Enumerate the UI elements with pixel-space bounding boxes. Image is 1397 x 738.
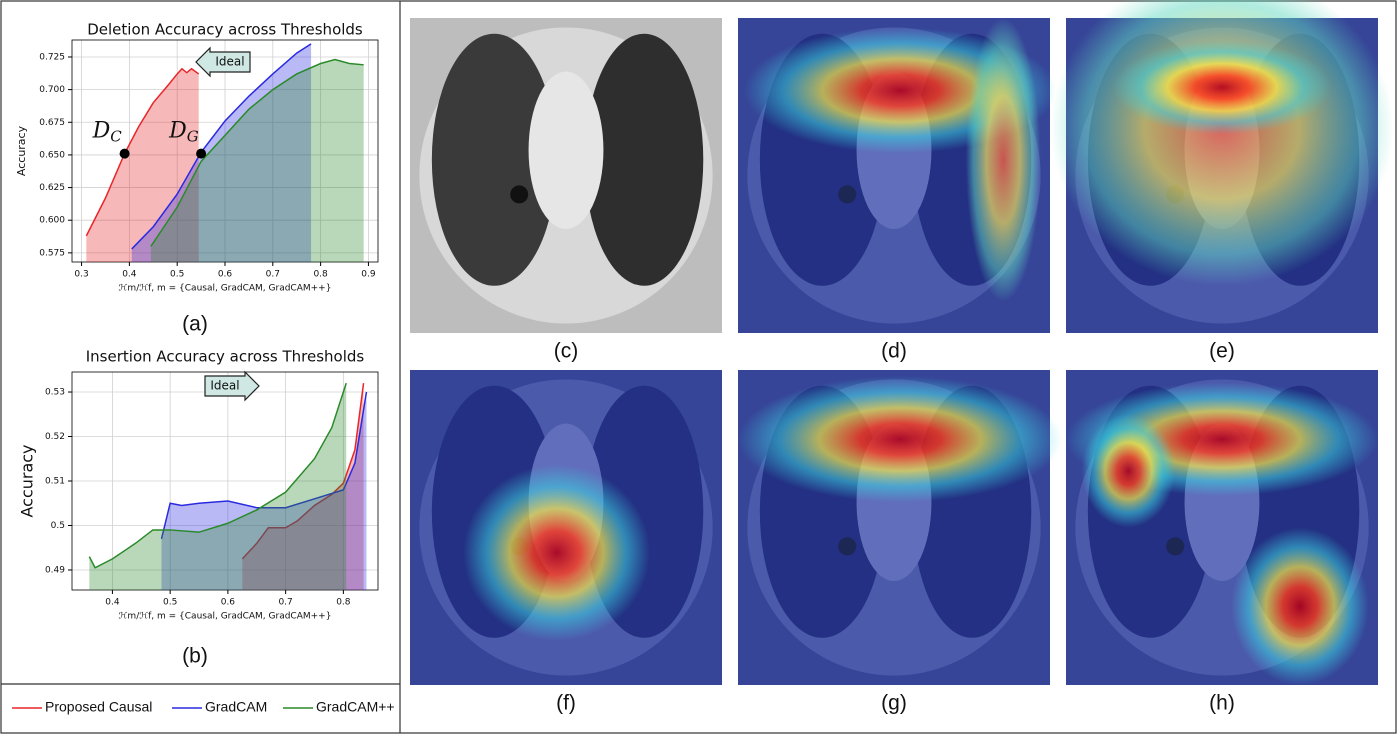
x-tick-label: 0.6	[218, 270, 233, 280]
heatmap	[1112, 40, 1332, 135]
annotation-sub: G	[187, 128, 199, 146]
ct-image	[410, 18, 722, 333]
ct-image	[1050, 0, 1394, 333]
chart-title: Insertion Accuracy across Thresholds	[86, 348, 365, 366]
area	[86, 68, 199, 263]
y-tick-label: 0.675	[39, 118, 65, 128]
ideal-label: Ideal	[215, 55, 244, 69]
area	[150, 59, 364, 263]
annotation-main: D	[168, 119, 187, 144]
x-axis-label: ℋm/ℋf, m = {Causal, GradCAM, GradCAM++}	[119, 612, 332, 622]
caption: (h)	[1209, 692, 1235, 715]
chart-title: Deletion Accuracy across Thresholds	[87, 21, 363, 39]
heatmap	[1081, 414, 1176, 528]
y-tick-label: 0.625	[39, 183, 65, 193]
y-tick-label: 0.5	[51, 521, 65, 531]
caption: (e)	[1209, 340, 1235, 363]
x-tick-label: 0.5	[170, 270, 184, 280]
caption: (f)	[556, 692, 576, 715]
x-axis-label: ℋm/ℋf, m = {Causal, GradCAM, GradCAM++}	[119, 284, 332, 294]
y-tick-label: 0.600	[39, 216, 65, 226]
x-tick-label: 0.6	[221, 598, 236, 608]
y-tick-label: 0.650	[39, 150, 65, 160]
annotation-main: D	[92, 119, 111, 144]
heatmap	[1231, 527, 1369, 685]
annotation-point	[196, 148, 207, 159]
lung-left	[431, 33, 557, 286]
y-axis-label: Accuracy	[18, 444, 37, 517]
heatmap	[463, 464, 651, 641]
x-tick-label: 0.8	[313, 270, 328, 280]
caption: (a)	[182, 313, 208, 336]
plot-frame	[71, 371, 379, 591]
annotation-label: DG	[168, 119, 199, 146]
ct-image	[410, 370, 722, 685]
lung-right	[584, 33, 704, 286]
y-axis-label: Accuracy	[15, 125, 28, 176]
x-tick-label: 0.4	[105, 598, 120, 608]
x-tick-label: 0.4	[122, 270, 137, 280]
x-tick-label: 0.3	[74, 270, 88, 280]
ideal-arrow	[195, 46, 251, 78]
series-line	[88, 382, 347, 569]
trachea	[1166, 537, 1185, 556]
plot-frame	[71, 39, 379, 263]
mediastinum	[528, 71, 604, 230]
x-tick-label: 0.7	[266, 270, 280, 280]
ct-image	[738, 370, 1063, 685]
legend-label: GradCAM++	[316, 699, 395, 715]
trachea	[510, 185, 529, 204]
caption: (d)	[881, 340, 907, 363]
y-tick-label: 0.575	[39, 248, 65, 258]
x-tick-label: 0.7	[278, 598, 292, 608]
x-tick-label: 0.8	[336, 598, 351, 608]
ct-image	[738, 18, 1057, 333]
x-tick-label: 0.9	[361, 270, 376, 280]
heatmap	[738, 376, 1063, 503]
series-line	[160, 391, 368, 540]
area	[89, 383, 347, 590]
series-line	[150, 58, 364, 247]
y-tick-label: 0.52	[45, 432, 65, 442]
caption: (b)	[182, 645, 208, 668]
x-tick-label: 0.5	[163, 598, 177, 608]
series-line	[131, 43, 312, 250]
ideal-arrow	[204, 370, 260, 402]
y-tick-label: 0.49	[45, 565, 65, 575]
ct-image	[1066, 370, 1378, 685]
annotation-sub: C	[110, 128, 122, 146]
area	[161, 392, 367, 590]
ideal-label: Ideal	[210, 379, 239, 393]
caption: (c)	[554, 340, 579, 363]
area	[242, 383, 364, 590]
y-tick-label: 0.725	[39, 52, 65, 62]
annotation-point	[119, 148, 130, 159]
legend-label: Proposed Causal	[45, 699, 152, 715]
trachea	[838, 537, 857, 556]
heatmap	[965, 18, 1041, 302]
y-tick-label: 0.51	[45, 477, 65, 487]
series-line	[241, 383, 365, 560]
legend-label: GradCAM	[205, 699, 267, 715]
y-tick-label: 0.53	[45, 388, 65, 398]
annotation-label: DC	[92, 119, 123, 146]
caption: (g)	[881, 692, 907, 715]
series-line	[85, 67, 200, 237]
y-tick-label: 0.700	[39, 85, 65, 95]
trachea	[838, 185, 857, 204]
